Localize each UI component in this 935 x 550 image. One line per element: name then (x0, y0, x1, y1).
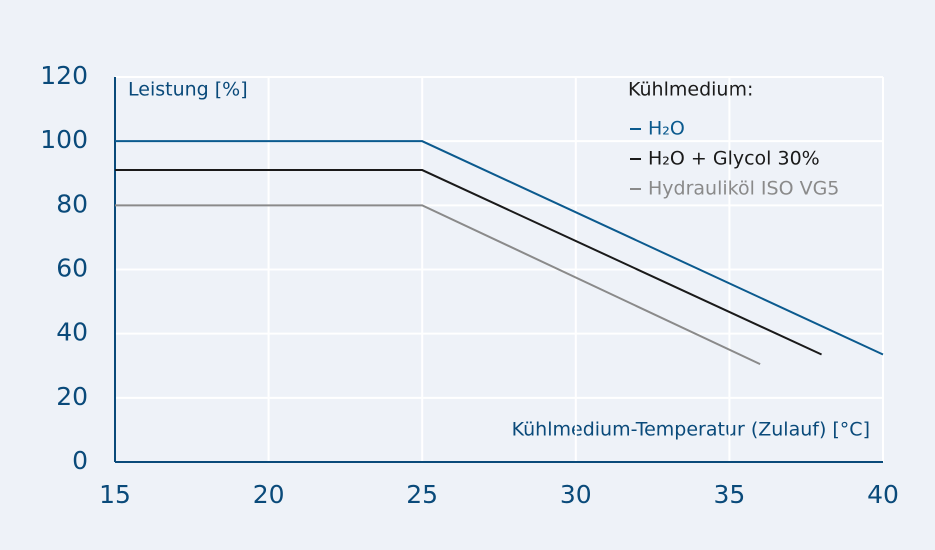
legend-title: Kühlmedium: (628, 79, 753, 101)
y-tick-label: 80 (56, 189, 88, 218)
legend-label: Hydrauliköl ISO VG5 (648, 178, 839, 200)
y-tick-label: 0 (72, 446, 88, 475)
series-line (115, 169, 822, 356)
legend-label: H₂O + Glycol 30% (648, 148, 820, 170)
y-tick-label: 20 (56, 382, 88, 411)
y-tick-label: 60 (56, 254, 88, 283)
x-tick-label: 25 (406, 480, 438, 509)
y-tick-label: 100 (40, 125, 88, 154)
y-axis-label: Leistung [%] (128, 79, 248, 101)
x-tick-label: 15 (99, 480, 131, 509)
x-tick-label: 20 (253, 480, 285, 509)
x-tick-label: 40 (867, 480, 899, 509)
series-line (115, 140, 884, 356)
legend-label: H₂O (648, 118, 685, 140)
y-tick-label: 120 (40, 61, 88, 90)
x-axis-label: Kühlmedium-Temperatur (Zulauf) [°C] (512, 419, 870, 441)
series-line (115, 204, 761, 366)
x-tick-label: 30 (560, 480, 592, 509)
y-tick-label: 40 (56, 318, 88, 347)
x-tick-label: 35 (713, 480, 745, 509)
